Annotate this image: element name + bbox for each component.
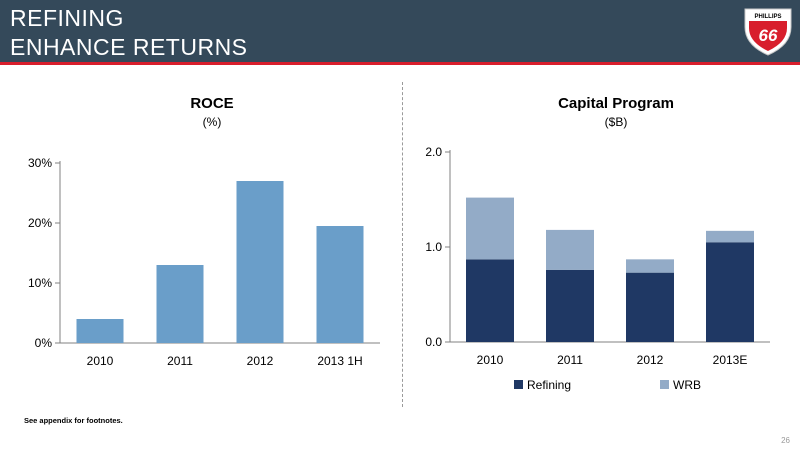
roce-x-tick-label: 2010 bbox=[87, 354, 114, 368]
capital-y-tick-label: 2.0 bbox=[425, 145, 442, 159]
page-number: 26 bbox=[781, 436, 790, 445]
capital-x-tick-label: 2013E bbox=[713, 353, 748, 367]
capital-legend-label: Refining bbox=[527, 378, 571, 392]
capital-x-tick-label: 2010 bbox=[477, 353, 504, 367]
capital-bar-refining-2 bbox=[626, 272, 674, 342]
capital-program-chart: Capital Program ($B) 0.0 1.0 2.0 2010 2011 20… bbox=[425, 95, 770, 392]
capital-legend-swatch bbox=[514, 380, 523, 389]
roce-bar-value-1 bbox=[156, 265, 204, 343]
capital-chart-subtitle: ($B) bbox=[605, 115, 628, 129]
header-bar bbox=[0, 0, 800, 62]
roce-y-tick-label: 10% bbox=[28, 276, 52, 290]
roce-x-tick-label: 2013 1H bbox=[317, 354, 362, 368]
chart-divider bbox=[402, 82, 403, 407]
slide-title-line-2: ENHANCE RETURNS bbox=[10, 34, 248, 60]
capital-x-tick-label: 2012 bbox=[637, 353, 664, 367]
roce-y-tick-label: 20% bbox=[28, 216, 52, 230]
phillips66-logo-icon: PHILLIPS 66 bbox=[744, 8, 792, 56]
slide-title-line-1: REFINING bbox=[10, 5, 124, 31]
footnote: See appendix for footnotes. bbox=[24, 416, 123, 425]
capital-chart-title: Capital Program bbox=[558, 95, 674, 112]
logo-text-top: PHILLIPS bbox=[754, 14, 781, 20]
roce-bar-value-2 bbox=[236, 181, 284, 343]
capital-y-tick-label: 0.0 bbox=[425, 335, 442, 349]
capital-legend-swatch bbox=[660, 380, 669, 389]
capital-bar-wrb-3 bbox=[706, 230, 754, 243]
roce-bar-value-3 bbox=[316, 226, 364, 343]
roce-x-tick-label: 2011 bbox=[167, 354, 193, 368]
logo-text-main: 66 bbox=[759, 26, 778, 45]
capital-bar-wrb-2 bbox=[626, 259, 674, 273]
roce-y-tick-label: 30% bbox=[28, 156, 52, 170]
roce-chart-title: ROCE bbox=[190, 95, 233, 112]
capital-bar-refining-1 bbox=[546, 269, 594, 342]
capital-bar-wrb-1 bbox=[546, 229, 594, 270]
roce-y-tick-label: 0% bbox=[35, 336, 53, 350]
capital-bar-wrb-0 bbox=[466, 197, 514, 260]
capital-x-tick-label: 2011 bbox=[557, 353, 583, 367]
roce-x-tick-label: 2012 bbox=[247, 354, 274, 368]
roce-bar-value-0 bbox=[76, 319, 124, 343]
roce-chart-subtitle: (%) bbox=[203, 115, 222, 129]
capital-bar-refining-0 bbox=[466, 259, 514, 342]
roce-chart: ROCE (%) 0% 10% 20% 30% 2010 2011 2012 2013 1H bbox=[28, 95, 380, 368]
header-accent-line bbox=[0, 62, 800, 65]
capital-y-tick-label: 1.0 bbox=[425, 240, 442, 254]
capital-bar-refining-3 bbox=[706, 242, 754, 342]
capital-legend-label: WRB bbox=[673, 378, 701, 392]
